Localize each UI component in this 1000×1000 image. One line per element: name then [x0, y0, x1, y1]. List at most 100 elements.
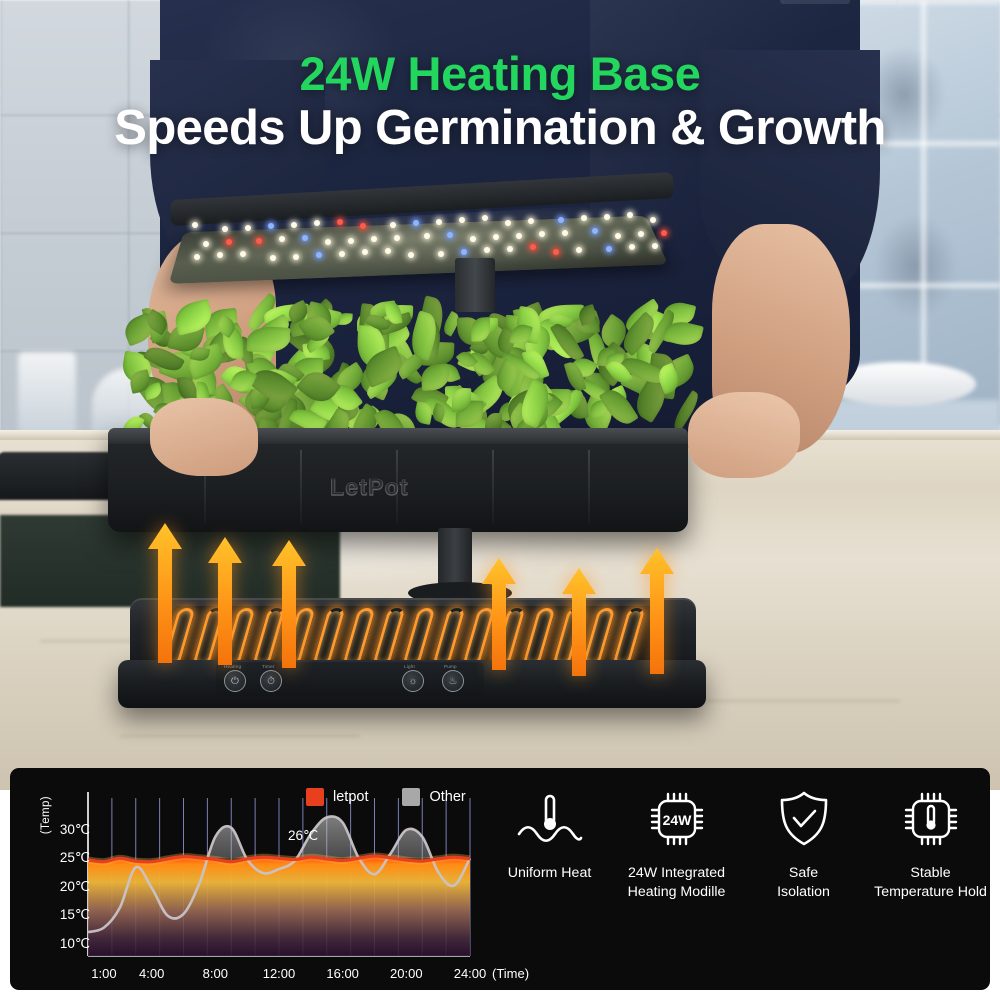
led-dot — [516, 232, 522, 239]
shield-check-icon — [775, 788, 833, 850]
feature-uniform-heat: Uniform Heat — [490, 788, 610, 883]
led-dot — [413, 220, 419, 227]
svg-text:24W: 24W — [662, 812, 692, 828]
light-support-stem — [455, 258, 495, 312]
timer-button[interactable]: ⏱ — [260, 670, 282, 692]
y-tick-label: 15℃ — [59, 907, 90, 923]
led-dot — [592, 228, 598, 235]
shirt-pocket — [780, 0, 850, 4]
letpot-logo-embossed: LetPot — [330, 474, 409, 501]
bottle-left — [18, 352, 76, 438]
led-dot — [203, 241, 209, 247]
led-dot — [604, 213, 610, 220]
led-dot — [362, 249, 368, 256]
led-dot — [470, 235, 476, 242]
marble-vein — [120, 735, 360, 737]
heating-coil-segment — [521, 608, 556, 666]
feature-stable-temperature: Stable Temperature Hold — [871, 788, 991, 902]
y-tick-label: 30℃ — [59, 822, 90, 838]
led-dot — [493, 234, 499, 241]
feature-label: Uniform Heat — [507, 865, 592, 881]
led-dot — [371, 236, 377, 243]
x-tick-label: 12:00 — [262, 966, 296, 981]
chip-thermometer-icon — [898, 788, 964, 850]
led-dot — [385, 247, 391, 254]
led-dot — [291, 221, 297, 228]
tray-rib — [492, 450, 494, 524]
feature-label: Stable Temperature Hold — [874, 865, 987, 901]
led-dot — [337, 218, 343, 225]
led-dot — [245, 224, 251, 231]
led-dot — [581, 215, 587, 222]
power-button[interactable]: ⏻ — [224, 670, 246, 692]
y-tick-label: 20℃ — [59, 878, 90, 894]
x-tick-label: 8:00 — [202, 966, 228, 981]
led-dot — [528, 218, 534, 225]
heat-arrow — [272, 540, 306, 668]
led-dot — [530, 244, 536, 251]
x-tick-label: 20:00 — [390, 966, 423, 981]
light-button[interactable]: ☼ — [402, 670, 424, 692]
headline-secondary: Speeds Up Germination & Growth — [114, 101, 886, 155]
led-dot — [553, 248, 559, 255]
led-dot — [408, 252, 414, 259]
headline-primary: 24W Heating Base — [299, 47, 701, 100]
chart-annotation-26c: 26℃ — [288, 827, 319, 843]
feature-list: Uniform Heat 24W 24W Integrated Heating … — [486, 788, 990, 968]
tray-support-stem — [438, 528, 472, 590]
led-dot — [447, 231, 453, 238]
led-dot — [576, 247, 582, 254]
led-dot — [562, 229, 568, 236]
chart-plot-area — [87, 792, 472, 957]
tray-rib — [300, 450, 302, 524]
led-dot — [638, 231, 644, 238]
basil-leaf — [246, 325, 292, 354]
legend-item-other: Other — [402, 788, 466, 806]
heat-arrow — [208, 537, 242, 665]
heating-base: Heating ⏻ Timer ⏱ Light ☼ Pump ♨ — [112, 598, 712, 726]
led-dot — [226, 239, 232, 246]
led-dot — [394, 234, 400, 241]
led-dot — [661, 229, 667, 236]
led-dot — [302, 234, 308, 241]
control-panel: Heating ⏻ Timer ⏱ Light ☼ Pump ♨ — [216, 662, 484, 696]
legend-label-letpot: letpot — [333, 789, 369, 805]
heat-arrow — [482, 558, 516, 670]
hand-right — [688, 392, 800, 478]
marble-vein — [520, 700, 900, 702]
x-tick-label: 1:00 — [91, 966, 117, 981]
heating-coil-segment — [371, 608, 406, 666]
led-dot — [293, 253, 299, 260]
led-dot — [325, 239, 331, 246]
led-dot — [424, 233, 430, 240]
led-dot — [194, 254, 200, 260]
tray-rib — [204, 450, 206, 524]
y-tick-label: 10℃ — [59, 935, 90, 951]
led-dot — [438, 250, 444, 257]
feature-label: 24W Integrated Heating Modille — [627, 865, 726, 901]
led-dot — [627, 212, 633, 219]
led-dot — [268, 223, 274, 230]
tray-rib — [588, 450, 590, 524]
led-dot — [192, 222, 198, 228]
led-dot — [279, 236, 285, 243]
tray-rib — [396, 450, 398, 524]
led-dot — [459, 216, 465, 223]
led-dot — [390, 221, 396, 228]
led-dot — [482, 215, 488, 222]
led-dot — [270, 255, 276, 262]
heating-coil-segment — [311, 608, 346, 666]
hand-left — [150, 398, 258, 476]
legend-swatch-letpot — [306, 788, 324, 806]
feature-24w-module: 24W 24W Integrated Heating Modille — [617, 788, 737, 902]
y-tick-label: 25℃ — [59, 850, 90, 866]
pump-button[interactable]: ♨ — [442, 670, 464, 692]
chip-24w-icon: 24W — [644, 788, 710, 850]
legend-item-letpot: letpot — [306, 788, 368, 806]
led-dot — [615, 232, 621, 239]
heat-arrow — [562, 568, 596, 676]
feature-label: Safe Isolation — [777, 865, 830, 901]
led-dot — [558, 216, 564, 223]
x-tick-label: 4:00 — [139, 966, 165, 981]
